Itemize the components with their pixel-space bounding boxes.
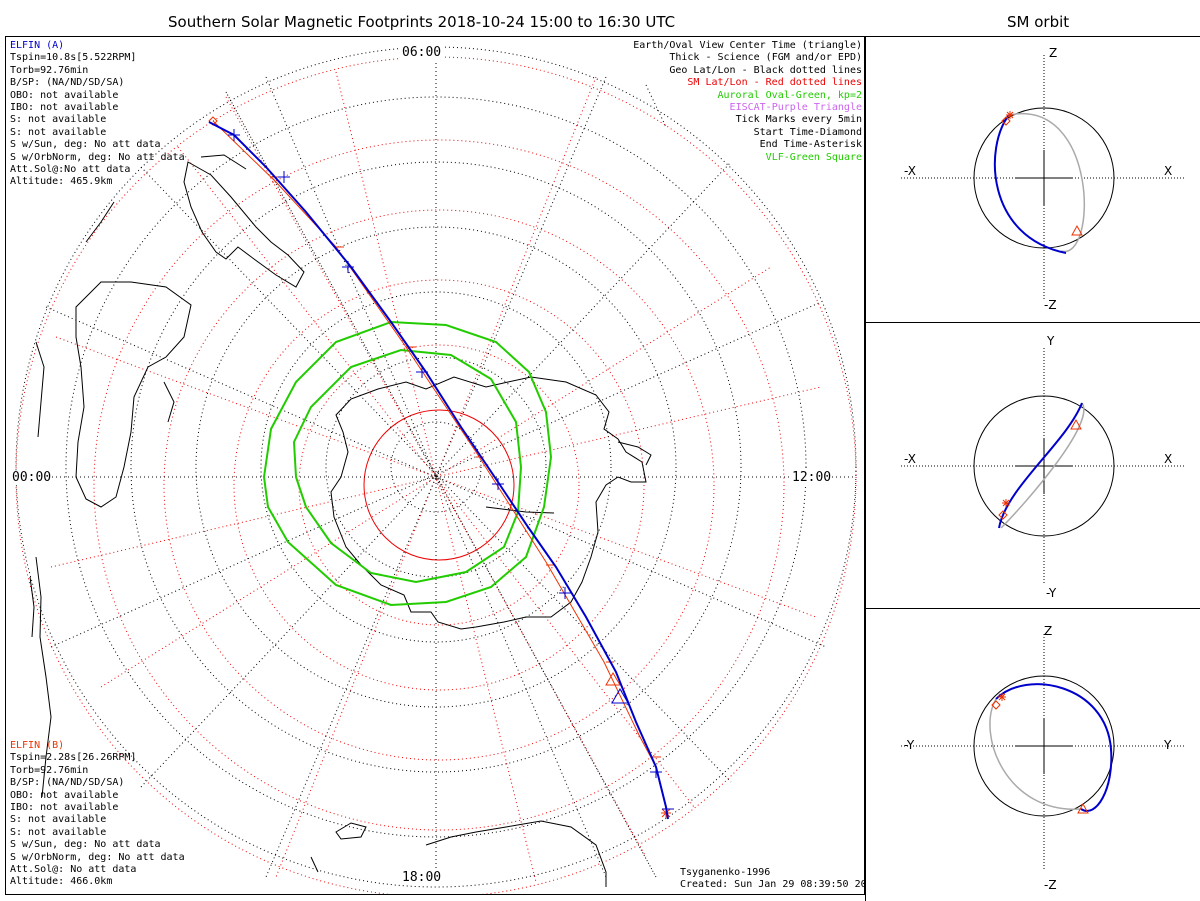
legend-view-center: Earth/Oval View Center Time (triangle) <box>633 40 862 51</box>
footprint-map-panel: 06:00 18:00 00:00 12:00 ELFIN (A) Tspin=… <box>5 36 865 895</box>
elfin-a-s-sun: S w/Sun, deg: No att data <box>10 139 161 151</box>
elfin-b-s-sun: S w/Sun, deg: No att data <box>10 839 161 851</box>
orbit-yz-label-top: Z <box>1044 624 1052 638</box>
auroral-oval-outer <box>262 320 553 607</box>
legend-start-time: Start Time-Diamond <box>753 126 862 138</box>
legend-tick-marks: Tick Marks every 5min <box>735 114 862 126</box>
orbit-xz-label-top: Z <box>1049 46 1057 60</box>
sm-latitude-circles <box>93 139 785 831</box>
footprint-map <box>15 46 857 894</box>
elfin-a-header: ELFIN (A) <box>10 40 65 51</box>
elfin-b-tspin: Tspin=2.28s[26.26RPM] <box>10 752 137 764</box>
orbit-xy-label-right: X <box>1164 452 1172 466</box>
credits-model: Tsyganenko-1996 <box>680 867 771 878</box>
legend-vlf: VLF-Green Square <box>765 151 862 163</box>
mlt-label-top: 06:00 <box>401 45 443 60</box>
orbit-plot-xz: Z -Z -X X <box>901 46 1186 312</box>
elfin-b-torb: Torb=92.76min <box>10 764 89 776</box>
elfin-a-s1: S: not available <box>10 114 107 126</box>
orbit-xy-label-top: Y <box>1046 334 1055 348</box>
legend: Earth/Oval View Center Time (triangle) T… <box>633 40 862 164</box>
elfin-a-center-triangle <box>611 687 629 704</box>
orbit-panel-xz: Z -Z -X X <box>865 36 1200 323</box>
orbit-panel-xy: Y -Y -X X <box>865 322 1200 609</box>
elfin-a-bsp: B/SP: (NA/ND/SD/SA) <box>10 77 125 89</box>
auroral-ovals <box>262 320 553 607</box>
legend-auroral-oval: Auroral Oval-Green, kp=2 <box>717 89 863 101</box>
orbit-plot-xy: Y -Y -X X <box>901 334 1186 600</box>
elfin-b-s2: S: not available <box>10 826 107 838</box>
elfin-b-info: ELFIN (B) Tspin=2.28s[26.26RPM] Torb=92.… <box>10 740 185 889</box>
elfin-a-att-sol: Att.Sol@:No att data <box>10 164 131 176</box>
orbit-panel-yz: Z -Z -Y Y <box>865 608 1200 901</box>
elfin-a-s2: S: not available <box>10 126 107 138</box>
elfin-b-obo: OBO: not available <box>10 789 119 801</box>
elfin-a-ibo: IBO: not available <box>10 102 119 114</box>
elfin-b-att-sol: Att.Sol@: No att data <box>10 864 137 876</box>
elfin-a-altitude: Altitude: 465.9km <box>10 176 113 188</box>
mlt-label-left: 00:00 <box>11 470 53 485</box>
orbit-plot-yz: Z -Z -Y Y <box>901 624 1186 892</box>
elfin-b-header: ELFIN (B) <box>10 740 65 751</box>
page-title: Southern Solar Magnetic Footprints 2018-… <box>168 13 676 31</box>
mlt-label-bottom: 18:00 <box>401 870 443 885</box>
elfin-a-track <box>208 121 669 820</box>
orbit-title: SM orbit <box>1007 13 1070 31</box>
legend-eiscat: EISCAT-Purple Triangle <box>729 102 862 114</box>
elfin-a-obo: OBO: not available <box>10 89 119 101</box>
legend-end-time: End Time-Asterisk <box>759 139 862 151</box>
elfin-b-tick-marks <box>271 176 661 758</box>
orbit-yz-label-bottom: -Z <box>1044 878 1057 892</box>
legend-sm-grid: SM Lat/Lon - Red dotted lines <box>687 77 862 89</box>
orbit-xz-label-right: X <box>1164 164 1172 178</box>
elfin-a-tick-marks <box>228 129 674 810</box>
orbit-yz-label-left: -Y <box>904 738 915 752</box>
elfin-b-center-triangle <box>605 672 621 686</box>
orbit-xz-label-left: -X <box>904 164 916 178</box>
elfin-b-s1: S: not available <box>10 814 107 826</box>
elfin-a-torb: Torb=92.76min <box>10 64 89 76</box>
orbit-xz-label-bottom: -Z <box>1044 298 1057 312</box>
elfin-b-s-orbnorm: S w/OrbNorm, deg: No att data <box>10 851 185 863</box>
legend-geo-grid: Geo Lat/Lon - Black dotted lines <box>669 64 862 76</box>
elfin-b-altitude: Altitude: 466.0km <box>10 876 113 888</box>
elfin-b-ibo: IBO: not available <box>10 802 119 814</box>
elfin-a-info: ELFIN (A) Tspin=10.8s[5.522RPM] Torb=92.… <box>10 40 185 189</box>
elfin-a-tspin: Tspin=10.8s[5.522RPM] <box>10 52 137 64</box>
credits-created: Created: Sun Jan 29 08:39:50 2023 <box>680 879 865 891</box>
orbit-xy-label-bottom: -Y <box>1046 586 1057 600</box>
elfin-b-bsp: B/SP: (NA/ND/SD/SA) <box>10 777 125 789</box>
elfin-a-s-orbnorm: S w/OrbNorm, deg: No att data <box>10 151 185 163</box>
credits: Tsyganenko-1996 Created: Sun Jan 29 08:3… <box>680 867 865 892</box>
mlt-label-right: 12:00 <box>791 470 833 485</box>
legend-thick-science: Thick - Science (FGM and/or EPD) <box>669 52 862 64</box>
orbit-xy-label-left: -X <box>904 452 916 466</box>
orbit-yz-label-right: Y <box>1163 738 1172 752</box>
